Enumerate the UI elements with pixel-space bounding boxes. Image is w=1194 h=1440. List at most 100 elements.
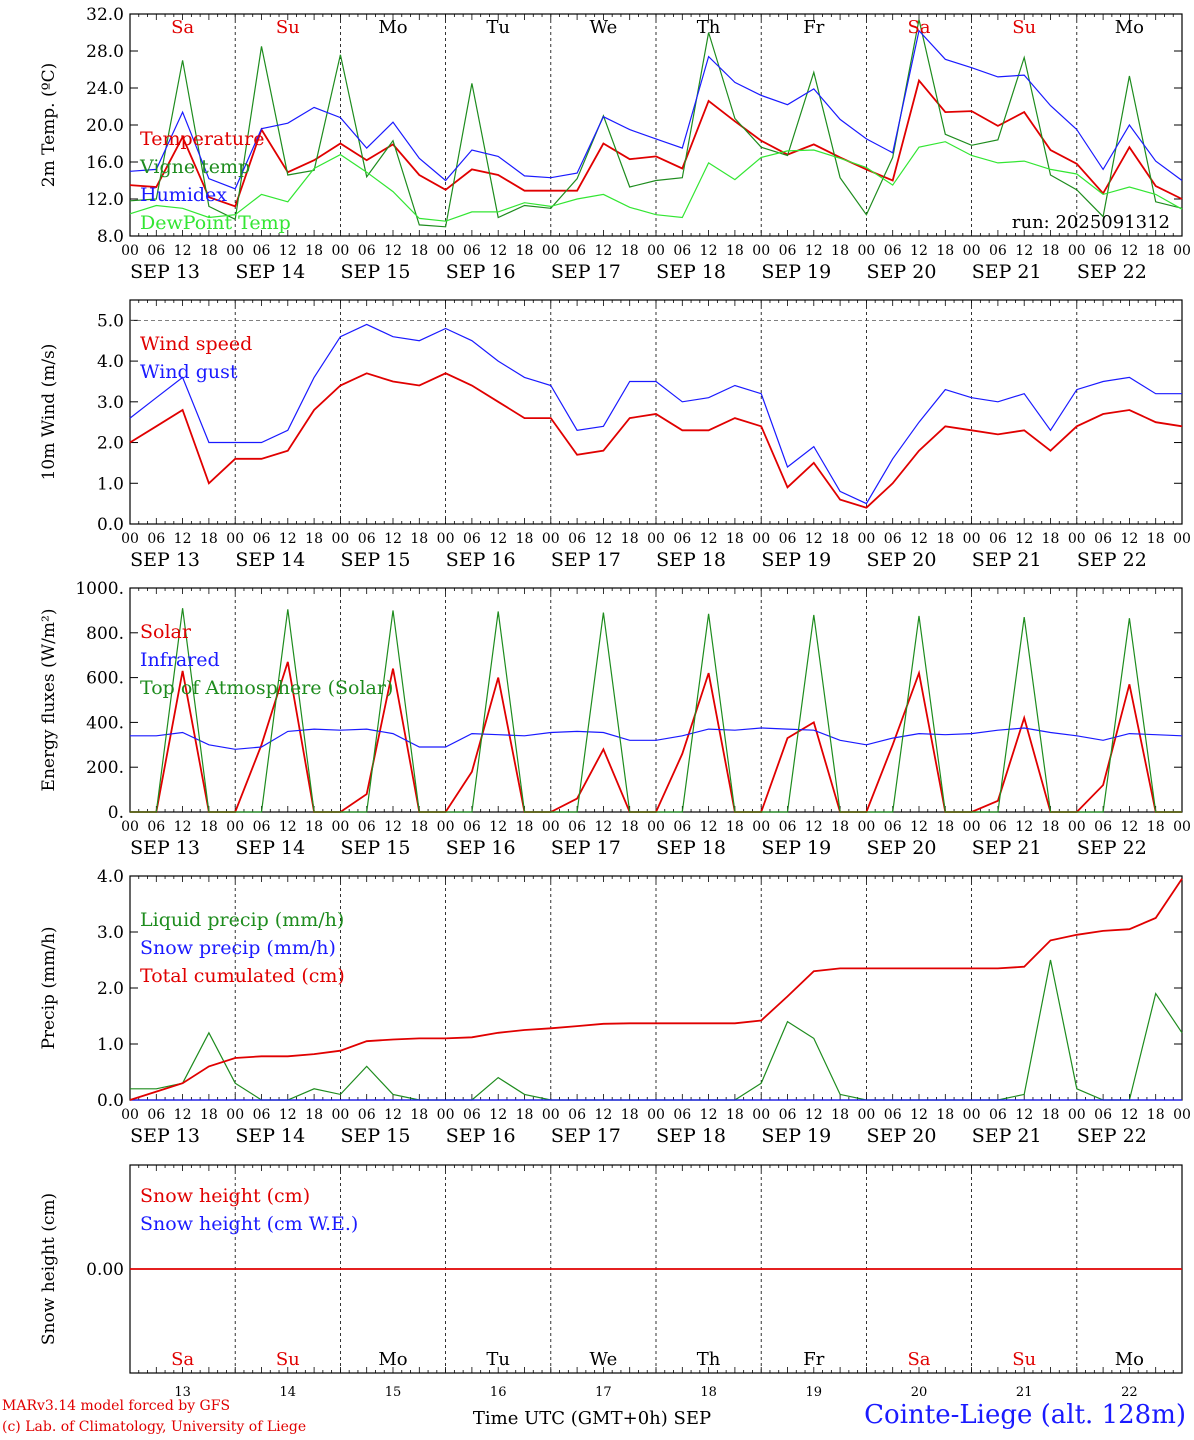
y-tick-label: 28.0 — [86, 42, 124, 62]
hour-tick-label: 06 — [989, 243, 1007, 259]
hour-tick-label: 12 — [489, 1107, 507, 1123]
hour-tick-label: 00 — [542, 243, 560, 259]
hour-tick-label: 06 — [884, 819, 902, 835]
hour-tick-label: 00 — [647, 819, 665, 835]
hour-tick-label: 18 — [1147, 819, 1165, 835]
hour-tick-label: 00 — [121, 531, 139, 547]
legend-entry: Top of Atmosphere (Solar) — [140, 677, 393, 699]
hour-tick-label: 06 — [989, 1107, 1007, 1123]
date-label: SEP 18 — [656, 261, 726, 283]
lab-credit-line: (c) Lab. of Climatology, University of L… — [2, 1419, 307, 1435]
y-tick-label: 24.0 — [86, 79, 124, 99]
hour-tick-label: 18 — [726, 1107, 744, 1123]
day-number-label: 13 — [174, 1385, 191, 1400]
date-label: SEP 16 — [446, 1125, 516, 1147]
hour-tick-label: 06 — [463, 243, 481, 259]
hour-tick-label: 12 — [910, 531, 928, 547]
y-tick-label: 0.0 — [97, 515, 124, 535]
hour-tick-label: 06 — [147, 1107, 165, 1123]
hour-tick-label: 12 — [384, 243, 402, 259]
hour-tick-label: 12 — [279, 531, 297, 547]
legend-entry: Wind speed — [140, 333, 252, 355]
date-label: SEP 21 — [972, 549, 1042, 571]
hour-tick-label: 18 — [410, 243, 428, 259]
date-label: SEP 20 — [867, 549, 937, 571]
hour-tick-label: 00 — [121, 1107, 139, 1123]
hour-tick-label: 12 — [594, 531, 612, 547]
legend-entry: Snow precip (mm/h) — [140, 937, 336, 959]
hour-tick-label: 12 — [1015, 1107, 1033, 1123]
hour-tick-label: 12 — [174, 1107, 192, 1123]
hour-tick-label: 00 — [437, 531, 455, 547]
hour-tick-label: 18 — [305, 819, 323, 835]
y-tick-label: 0.0 — [97, 1091, 124, 1111]
hour-tick-label: 06 — [568, 243, 586, 259]
x-axis-title: Time UTC (GMT+0h) SEP — [473, 1408, 711, 1429]
hour-tick-label: 06 — [673, 243, 691, 259]
hour-tick-label: 06 — [358, 819, 376, 835]
y-tick-label: 600. — [86, 669, 124, 689]
hour-tick-label: 12 — [1015, 243, 1033, 259]
hour-tick-label: 18 — [200, 531, 218, 547]
hour-tick-label: 12 — [700, 531, 718, 547]
hour-tick-label: 06 — [147, 819, 165, 835]
hour-tick-label: 00 — [331, 819, 349, 835]
hour-tick-label: 00 — [752, 531, 770, 547]
hour-tick-label: 06 — [989, 531, 1007, 547]
run-annotation: run: 2025091312 — [1012, 212, 1170, 233]
date-label: SEP 16 — [446, 837, 516, 859]
hour-tick-label: 00 — [647, 531, 665, 547]
hour-tick-label: 06 — [884, 1107, 902, 1123]
hour-tick-label: 00 — [1173, 1107, 1191, 1123]
hour-tick-label: 18 — [621, 1107, 639, 1123]
hour-tick-label: 18 — [516, 531, 534, 547]
hour-tick-label: 18 — [936, 1107, 954, 1123]
panel-4 — [129, 875, 1183, 1101]
y-tick-label: 3.0 — [97, 923, 124, 943]
date-label: SEP 13 — [130, 1125, 200, 1147]
date-label: SEP 14 — [235, 549, 305, 571]
weekday-label: Su — [1012, 1349, 1036, 1370]
hour-tick-label: 00 — [963, 531, 981, 547]
hour-tick-label: 00 — [331, 243, 349, 259]
hour-tick-label: 12 — [594, 243, 612, 259]
series-line — [130, 727, 1183, 750]
series-line — [129, 878, 1183, 1101]
day-number-label: 22 — [1121, 1385, 1138, 1400]
day-number-label: 17 — [595, 1385, 612, 1400]
hour-tick-label: 00 — [542, 1107, 560, 1123]
panel-1 — [129, 13, 1183, 237]
y-axis-title: Precip (mm/h) — [39, 926, 59, 1049]
hour-tick-label: 00 — [226, 819, 244, 835]
date-label: SEP 13 — [130, 261, 200, 283]
y-tick-label: 1.0 — [97, 1035, 124, 1055]
date-label: SEP 18 — [656, 549, 726, 571]
hour-tick-label: 12 — [174, 531, 192, 547]
hour-tick-label: 12 — [1120, 1107, 1138, 1123]
date-label: SEP 15 — [341, 837, 411, 859]
weekday-label: Mo — [378, 1349, 407, 1370]
hour-tick-label: 18 — [621, 819, 639, 835]
y-tick-label: 1.0 — [97, 474, 124, 494]
hour-tick-label: 06 — [1094, 819, 1112, 835]
hour-tick-label: 18 — [305, 1107, 323, 1123]
date-label: SEP 20 — [867, 261, 937, 283]
date-label: SEP 16 — [446, 549, 516, 571]
hour-tick-label: 06 — [463, 1107, 481, 1123]
hour-tick-label: 12 — [489, 531, 507, 547]
hour-tick-label: 06 — [1094, 531, 1112, 547]
weekday-label: Tu — [486, 17, 510, 38]
hour-tick-label: 18 — [1147, 531, 1165, 547]
weekday-label: Su — [276, 1349, 300, 1370]
date-label: SEP 16 — [446, 261, 516, 283]
series-line — [129, 372, 1183, 509]
date-label: SEP 21 — [972, 261, 1042, 283]
hour-tick-label: 06 — [147, 531, 165, 547]
weekday-label: Mo — [1115, 1349, 1144, 1370]
day-number-label: 14 — [280, 1385, 297, 1400]
hour-tick-label: 00 — [121, 243, 139, 259]
hour-tick-label: 12 — [700, 243, 718, 259]
hour-tick-label: 12 — [805, 243, 823, 259]
y-tick-label: 32.0 — [86, 5, 124, 25]
